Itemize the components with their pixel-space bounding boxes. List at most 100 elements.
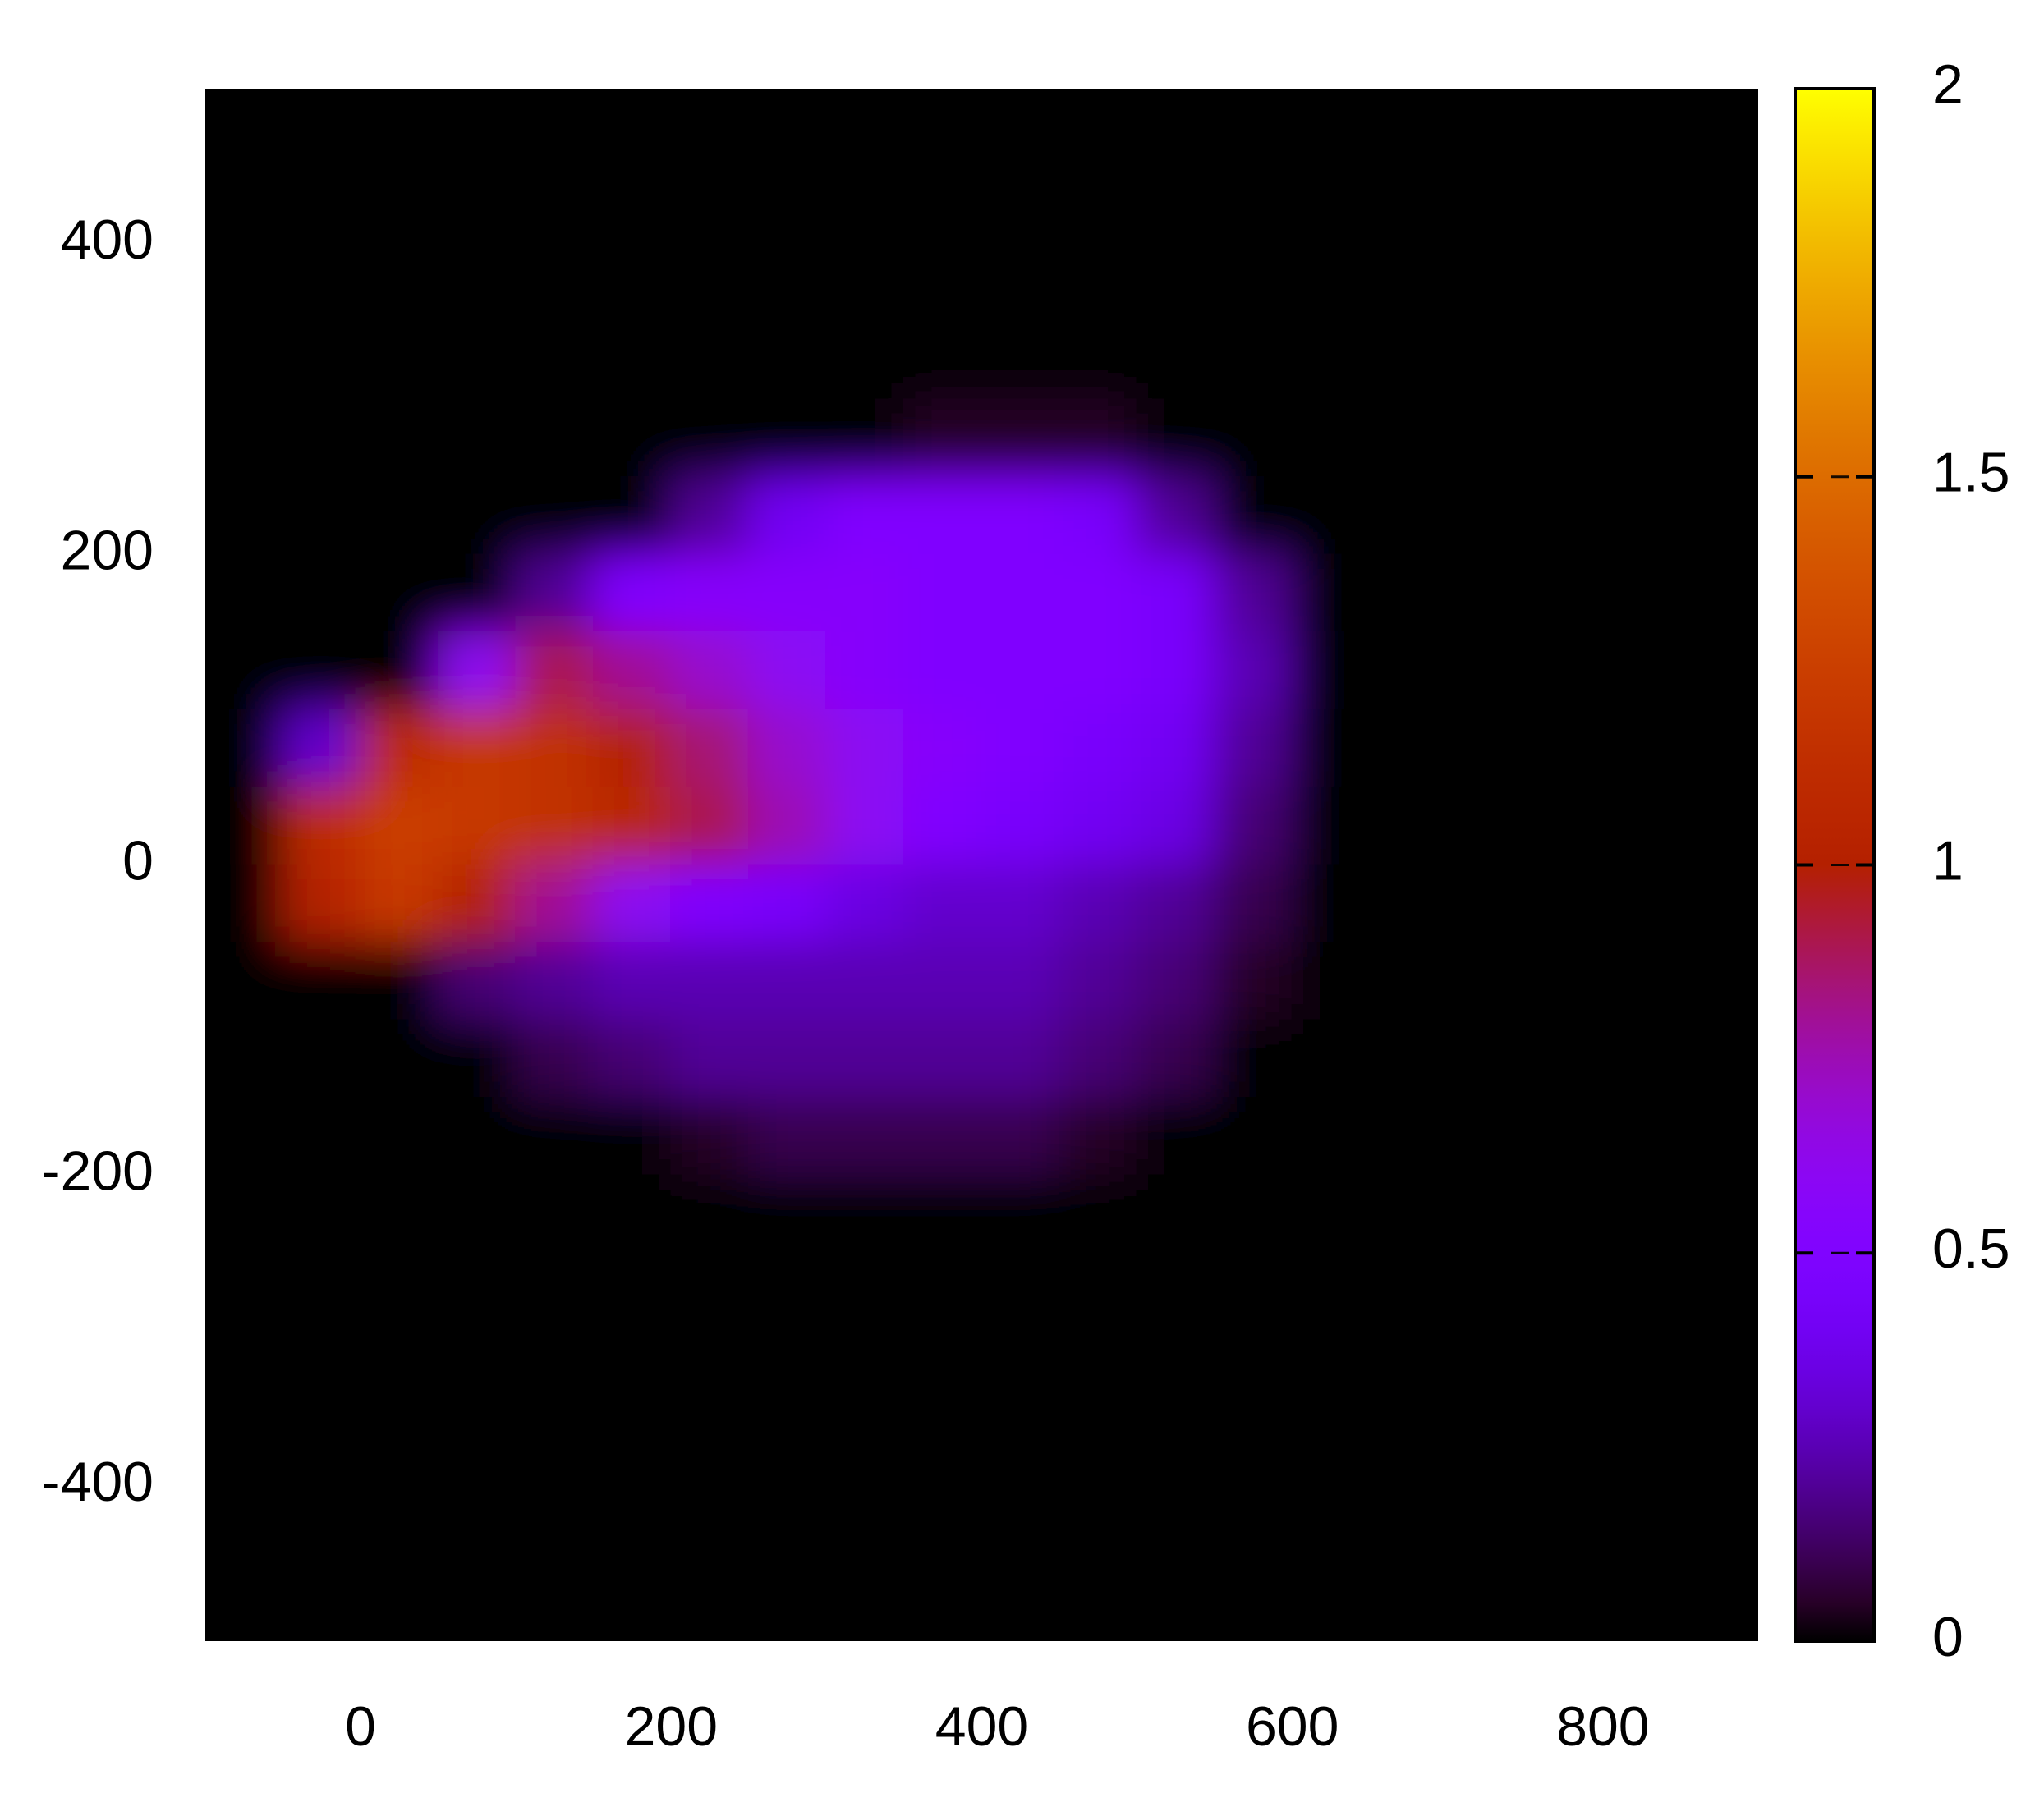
heatmap-cell	[437, 243, 517, 323]
heatmap-cell	[515, 1019, 595, 1099]
heatmap-cell	[515, 1174, 595, 1254]
colorbar-tick-label: 0.5	[1932, 1218, 2010, 1280]
heatmap-cell	[1369, 1019, 1449, 1099]
heatmap-cell	[747, 709, 828, 788]
heatmap-cell	[1446, 320, 1527, 401]
heatmap-cell	[1524, 243, 1604, 323]
heatmap-cell	[360, 942, 439, 1021]
heatmap-cell	[903, 165, 983, 245]
heatmap-cell	[1446, 553, 1527, 633]
heatmap-cell	[1601, 864, 1682, 944]
heatmap-cell	[1524, 1097, 1604, 1176]
heatmap-cell	[592, 1329, 673, 1410]
heatmap-cell	[825, 243, 905, 323]
heatmap-cell	[592, 631, 673, 711]
heatmap-cell	[1059, 89, 1138, 167]
heatmap-cell	[1601, 89, 1682, 167]
heatmap-cell	[592, 553, 673, 633]
heatmap-cell	[205, 89, 284, 167]
heatmap-cell	[1524, 320, 1604, 401]
heatmap-cell	[1524, 1019, 1604, 1099]
heatmap-cell	[1059, 1019, 1138, 1099]
heatmap-cell	[981, 1174, 1061, 1254]
heatmap-cell	[1369, 1562, 1449, 1641]
heatmap-cell	[437, 1484, 517, 1565]
heatmap-cell	[1679, 320, 1758, 401]
heatmap-cell	[903, 864, 983, 944]
heatmap-cell	[1059, 1484, 1138, 1565]
heatmap-cell	[1369, 786, 1449, 866]
heatmap-cell	[1369, 1252, 1449, 1332]
heatmap-cell	[1679, 475, 1758, 556]
heatmap-cell	[670, 398, 750, 478]
heatmap-cell	[1136, 942, 1216, 1021]
heatmap-cell	[1601, 475, 1682, 556]
heatmap-cell	[670, 89, 750, 167]
heatmap-cell	[1679, 89, 1758, 167]
heatmap-cell	[1679, 709, 1758, 788]
heatmap-cell	[1524, 1174, 1604, 1254]
heatmap-cell	[1601, 1329, 1682, 1410]
heatmap-cell	[1214, 243, 1293, 323]
heatmap-cell	[1524, 1407, 1604, 1487]
heatmap-cell	[437, 1407, 517, 1487]
heatmap-cell	[825, 864, 905, 944]
heatmap-cell	[670, 165, 750, 245]
heatmap-cell	[1214, 89, 1293, 167]
heatmap-cell	[515, 1097, 595, 1176]
heatmap-cell	[205, 942, 284, 1021]
heatmap-cell	[1136, 1252, 1216, 1332]
heatmap-cell	[205, 1407, 284, 1487]
heatmap-cell	[1446, 786, 1527, 866]
heatmap-cell	[747, 864, 828, 944]
x-tick-label: 0	[345, 1695, 376, 1758]
heatmap-cell	[1601, 553, 1682, 633]
heatmap-cell	[903, 553, 983, 633]
heatmap-cell	[1136, 89, 1216, 167]
heatmap-cell	[825, 1562, 905, 1641]
heatmap-cell	[1679, 1174, 1758, 1254]
heatmap-cell	[515, 1329, 595, 1410]
heatmap-cell	[825, 553, 905, 633]
heatmap-cell	[1291, 1407, 1371, 1487]
heatmap-cell	[1446, 1174, 1527, 1254]
heatmap-cell	[282, 320, 362, 401]
heatmap-cell	[360, 631, 439, 711]
heatmap-cell	[1136, 320, 1216, 401]
heatmap-cell	[437, 864, 517, 944]
heatmap-cell	[515, 942, 595, 1021]
heatmap-cell	[282, 1097, 362, 1176]
heatmap-cell	[1291, 1019, 1371, 1099]
heatmap-cell	[747, 165, 828, 245]
heatmap-cell	[1679, 786, 1758, 866]
heatmap-cell	[437, 1174, 517, 1254]
heatmap-cell	[592, 475, 673, 556]
heatmap-cell	[282, 942, 362, 1021]
heatmap-cell	[515, 864, 595, 944]
heatmap-cell	[437, 89, 517, 167]
heatmap-cell	[360, 1562, 439, 1641]
heatmap-cell	[1214, 786, 1293, 866]
heatmap-cell	[1214, 320, 1293, 401]
heatmap-cell	[903, 1174, 983, 1254]
heatmap-cell	[1214, 631, 1293, 711]
heatmap-cell	[592, 942, 673, 1021]
heatmap-cell	[747, 631, 828, 711]
heatmap-cell	[1601, 709, 1682, 788]
heatmap-cell	[1369, 1329, 1449, 1410]
heatmap-cell	[282, 786, 362, 866]
heatmap-cell	[1214, 1019, 1293, 1099]
heatmap-cell	[437, 786, 517, 866]
heatmap-cell	[1059, 1329, 1138, 1410]
heatmap-cell	[1679, 1407, 1758, 1487]
heatmap-cell	[1059, 165, 1138, 245]
heatmap-cell	[1059, 631, 1138, 711]
heatmap-cell	[825, 786, 905, 866]
heatmap-cell	[903, 631, 983, 711]
heatmap-cell	[825, 1019, 905, 1099]
y-tick-label: 200	[61, 519, 154, 581]
heatmap-cell	[282, 398, 362, 478]
heatmap-cell	[903, 320, 983, 401]
heatmap-cell	[515, 398, 595, 478]
heatmap-cell	[1136, 1407, 1216, 1487]
